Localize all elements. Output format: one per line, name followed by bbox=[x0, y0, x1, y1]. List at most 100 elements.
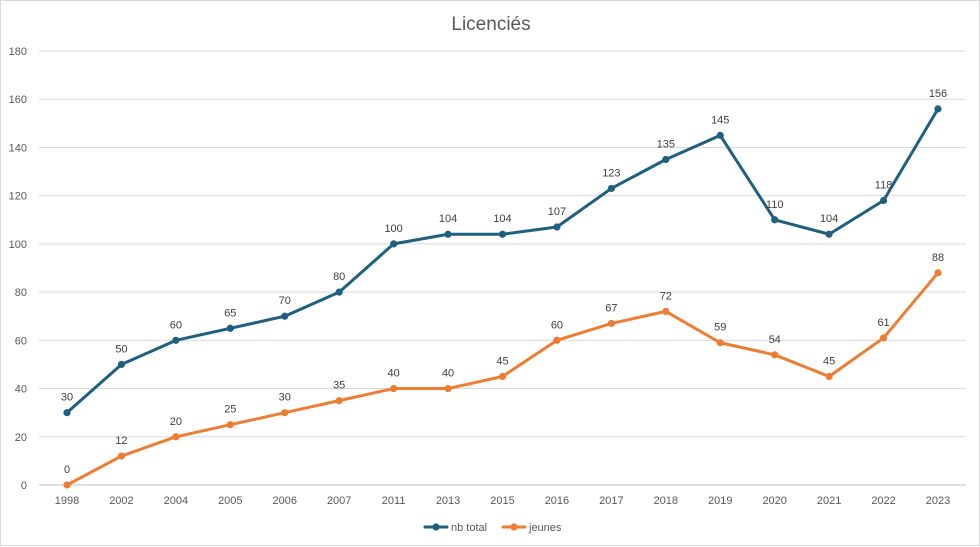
data-point bbox=[498, 372, 507, 381]
data-label: 104 bbox=[493, 213, 511, 225]
y-tick-label: 120 bbox=[9, 191, 27, 203]
data-point bbox=[662, 155, 670, 164]
y-tick-label: 160 bbox=[9, 94, 27, 106]
x-tick-label: 2020 bbox=[762, 495, 786, 507]
data-label: 40 bbox=[388, 368, 400, 380]
data-point bbox=[934, 269, 942, 277]
data-label: 45 bbox=[496, 356, 508, 368]
data-label: 59 bbox=[714, 322, 726, 334]
data-point bbox=[63, 481, 71, 489]
legend: nb total jeunes bbox=[423, 522, 562, 534]
data-label: 67 bbox=[605, 302, 617, 314]
data-point bbox=[553, 336, 561, 344]
x-tick-label: 2021 bbox=[817, 495, 841, 507]
data-label: 104 bbox=[820, 213, 838, 225]
data-point bbox=[390, 240, 398, 248]
data-point bbox=[172, 433, 180, 441]
data-point bbox=[172, 336, 180, 344]
x-tick-label: 2015 bbox=[490, 495, 514, 507]
data-point bbox=[879, 196, 888, 205]
x-axis: 1998 2002 2004 2005 2006 2007 2011 2013 2015 2016… bbox=[55, 495, 950, 507]
y-tick-label: 140 bbox=[9, 142, 27, 154]
x-tick-label: 2016 bbox=[545, 495, 569, 507]
data-point bbox=[444, 230, 452, 238]
data-point bbox=[281, 312, 289, 320]
data-label: 65 bbox=[224, 307, 236, 319]
data-point bbox=[390, 384, 398, 393]
data-point bbox=[879, 334, 888, 342]
data-label: 145 bbox=[711, 114, 729, 126]
data-label: 45 bbox=[823, 356, 835, 368]
data-point bbox=[63, 409, 71, 417]
data-label: 54 bbox=[769, 334, 781, 346]
y-axis: 0 20 40 60 80 100 120 140 160 180 bbox=[9, 46, 27, 492]
data-point bbox=[771, 216, 779, 224]
y-tick-label: 100 bbox=[9, 239, 27, 251]
data-point bbox=[825, 372, 833, 381]
data-point bbox=[934, 105, 942, 113]
data-point bbox=[553, 223, 561, 231]
x-tick-label: 2023 bbox=[926, 495, 950, 507]
data-label: 70 bbox=[279, 295, 291, 307]
legend-label-1: jeunes bbox=[528, 522, 562, 534]
data-label: 12 bbox=[115, 435, 127, 447]
plot-area bbox=[63, 105, 942, 489]
data-label: 123 bbox=[602, 167, 620, 179]
x-tick-label: 2005 bbox=[218, 495, 242, 507]
data-label: 40 bbox=[442, 368, 454, 380]
y-tick-label: 0 bbox=[21, 480, 27, 492]
data-label: 60 bbox=[551, 319, 563, 331]
legend-marker-1 bbox=[510, 523, 518, 531]
data-point bbox=[117, 360, 126, 369]
data-point bbox=[716, 131, 724, 139]
x-tick-label: 2017 bbox=[599, 495, 623, 507]
x-tick-label: 2018 bbox=[654, 495, 678, 507]
x-tick-label: 2004 bbox=[164, 495, 188, 507]
data-label: 35 bbox=[333, 380, 345, 392]
data-label: 20 bbox=[170, 416, 182, 428]
x-tick-label: 2002 bbox=[109, 495, 133, 507]
data-point bbox=[771, 351, 779, 359]
x-tick-label: 2022 bbox=[871, 495, 895, 507]
y-tick-label: 20 bbox=[15, 432, 27, 444]
y-tick-label: 180 bbox=[9, 46, 27, 58]
legend-marker-0 bbox=[432, 523, 440, 531]
y-tick-label: 40 bbox=[15, 384, 27, 396]
data-label: 135 bbox=[657, 139, 675, 151]
data-point bbox=[281, 409, 289, 417]
y-tick-label: 60 bbox=[15, 335, 27, 347]
x-tick-label: 1998 bbox=[55, 495, 79, 507]
data-point bbox=[716, 339, 724, 347]
data-label: 107 bbox=[548, 206, 566, 218]
data-labels: 30 50 60 65 70 80 100 104 104 107 123 135 145 110 104 1… bbox=[61, 88, 947, 476]
data-label: 118 bbox=[875, 179, 893, 191]
data-label: 72 bbox=[660, 290, 672, 302]
x-tick-label: 2011 bbox=[382, 495, 406, 507]
data-point bbox=[226, 324, 234, 332]
y-tick-label: 80 bbox=[15, 287, 27, 299]
legend-label-0: nb total bbox=[451, 522, 487, 534]
data-point bbox=[607, 184, 615, 193]
x-tick-label: 2006 bbox=[273, 495, 297, 507]
data-label: 80 bbox=[333, 271, 345, 283]
data-label: 0 bbox=[64, 464, 70, 476]
x-tick-label: 2013 bbox=[436, 495, 460, 507]
data-label: 25 bbox=[224, 404, 236, 416]
x-tick-label: 2019 bbox=[708, 495, 732, 507]
data-point bbox=[825, 230, 833, 238]
data-label: 100 bbox=[384, 223, 402, 235]
data-point bbox=[335, 397, 343, 405]
data-point bbox=[444, 384, 452, 393]
data-label: 104 bbox=[439, 213, 457, 225]
data-label: 61 bbox=[877, 317, 889, 329]
data-point bbox=[662, 307, 670, 315]
data-point bbox=[226, 421, 234, 429]
chart-title: Licenciés bbox=[451, 14, 530, 35]
x-tick-label: 2007 bbox=[327, 495, 351, 507]
gridlines bbox=[39, 50, 966, 486]
data-label: 30 bbox=[61, 392, 73, 404]
data-label: 88 bbox=[932, 252, 944, 264]
data-label: 50 bbox=[115, 343, 127, 355]
